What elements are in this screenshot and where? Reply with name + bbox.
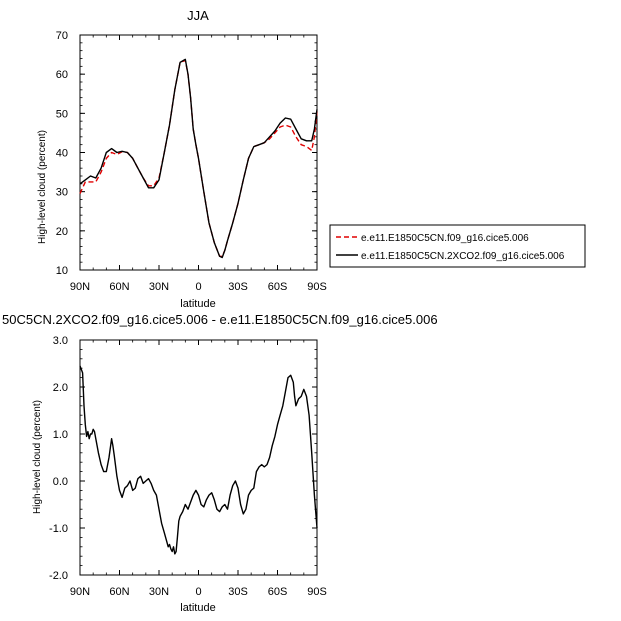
y-tick-label: 3.0 xyxy=(53,335,68,347)
x-tick-label: 30N xyxy=(149,586,169,598)
top-chart-title: JJA xyxy=(187,8,209,23)
y-tick-label: 40 xyxy=(56,148,68,160)
x-tick-label: 90N xyxy=(70,281,90,293)
plot-frame-0 xyxy=(79,34,318,271)
y-tick-label: 10 xyxy=(56,265,68,277)
y-tick-label: 70 xyxy=(56,30,68,42)
bottom-chart-title: 50C5CN.2XCO2.f09_g16.cice5.006 - e.e11.E… xyxy=(2,312,438,327)
y-tick-label: 2.0 xyxy=(53,382,68,394)
y-tick-label: 1.0 xyxy=(53,429,68,441)
y-tick-label: 0.0 xyxy=(53,476,68,488)
legend-entry: e.e11.E1850C5CN.2XCO2.f09_g16.cice5.006 xyxy=(361,251,565,262)
x-tick-label: 60S xyxy=(268,586,288,598)
x-tick-label: 60N xyxy=(109,586,129,598)
series-line-1-0 xyxy=(79,365,318,555)
x-tick-label: 30S xyxy=(228,586,248,598)
bottom-y-axis-label: High-level cloud (percent) xyxy=(32,400,43,514)
y-tick-label: 50 xyxy=(56,108,68,120)
y-tick-label: 60 xyxy=(56,69,68,81)
x-tick-label: 30N xyxy=(149,281,169,293)
x-tick-label: 0 xyxy=(195,586,201,598)
top-x-axis-label: latitude xyxy=(180,298,215,310)
y-tick-label: -2.0 xyxy=(49,570,68,582)
x-tick-label: 90S xyxy=(307,586,327,598)
x-tick-label: 60S xyxy=(268,281,288,293)
x-tick-label: 90S xyxy=(307,281,327,293)
y-tick-label: -1.0 xyxy=(49,523,68,535)
y-tick-label: 20 xyxy=(56,226,68,238)
x-tick-label: 30S xyxy=(228,281,248,293)
top-y-axis-label: High-level cloud (percent) xyxy=(37,130,48,244)
series-line-0-1 xyxy=(79,58,318,259)
x-tick-label: 60N xyxy=(109,281,129,293)
y-tick-label: 30 xyxy=(56,187,68,199)
plot-frame-1 xyxy=(79,339,318,576)
x-tick-label: 90N xyxy=(70,586,90,598)
x-tick-label: 0 xyxy=(195,281,201,293)
legend-box xyxy=(329,224,586,268)
legend-entry: e.e11.E1850C5CN.f09_g16.cice5.006 xyxy=(361,233,529,244)
bottom-x-axis-label: latitude xyxy=(180,602,215,614)
